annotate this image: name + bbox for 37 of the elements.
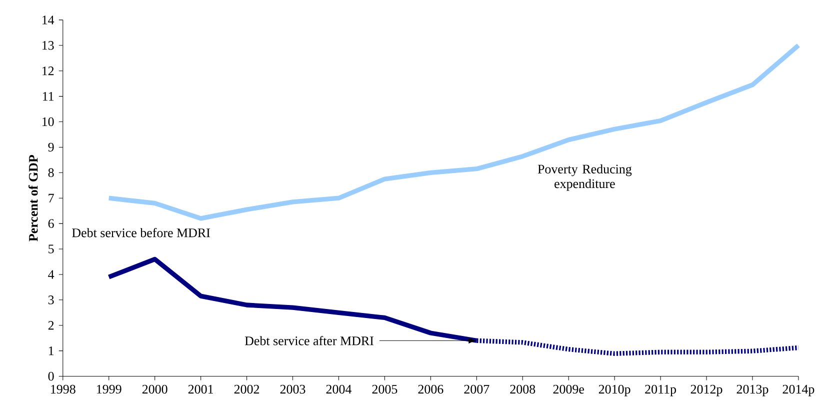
x-tick-label: 2005: [372, 384, 398, 394]
x-tick-label: 2013p: [736, 384, 768, 396]
x-tick-label: 2008: [510, 384, 536, 394]
y-tick-label: 11: [42, 92, 54, 100]
x-tick-label: 2014p: [782, 384, 814, 396]
y-tick-label: 4: [48, 270, 54, 279]
x-tick-label: 2010p: [598, 384, 630, 396]
y-axis-title: Percent of GDP: [28, 154, 38, 242]
x-tick-label: 2003: [280, 384, 306, 394]
y-tick-label: 9: [48, 142, 54, 152]
x-tick-label: 2000: [142, 384, 168, 394]
y-tick-label: 8: [48, 168, 54, 177]
y-tick-label: 1: [48, 346, 54, 355]
y-tick-label: 12: [42, 66, 54, 76]
x-tick-label: 2011p: [645, 384, 676, 396]
annotation: Poverty Reducing expenditure: [538, 164, 632, 191]
annotation: Debt service after MDRI: [244, 336, 374, 346]
x-tick-label: 2012p: [690, 384, 722, 396]
x-tick-label: 2001: [188, 384, 214, 394]
y-tick-label: 13: [42, 40, 54, 50]
y-tick-label: 0: [48, 372, 54, 381]
y-tick-label: 6: [48, 219, 54, 228]
x-tick-label: 1999: [97, 384, 122, 394]
y-tick-label: 7: [48, 194, 54, 202]
y-tick-label: 2: [48, 320, 54, 330]
line-series: [106, 42, 801, 221]
y-tick-label: 10: [42, 117, 54, 126]
x-tick-label: 2002: [234, 384, 260, 394]
y-tick-label: 14: [42, 16, 54, 24]
y-tick-label: 3: [48, 295, 54, 304]
x-tick-label: 2006: [418, 384, 444, 394]
x-tick-label: 2004: [326, 384, 352, 394]
y-tick-label: 5: [48, 244, 54, 254]
x-tick-label: 2009e: [553, 384, 584, 394]
x-tick-label: 2007: [464, 384, 490, 394]
x-tick-label: 1998: [51, 384, 76, 394]
annotation: Debt service before MDRI: [72, 228, 210, 238]
